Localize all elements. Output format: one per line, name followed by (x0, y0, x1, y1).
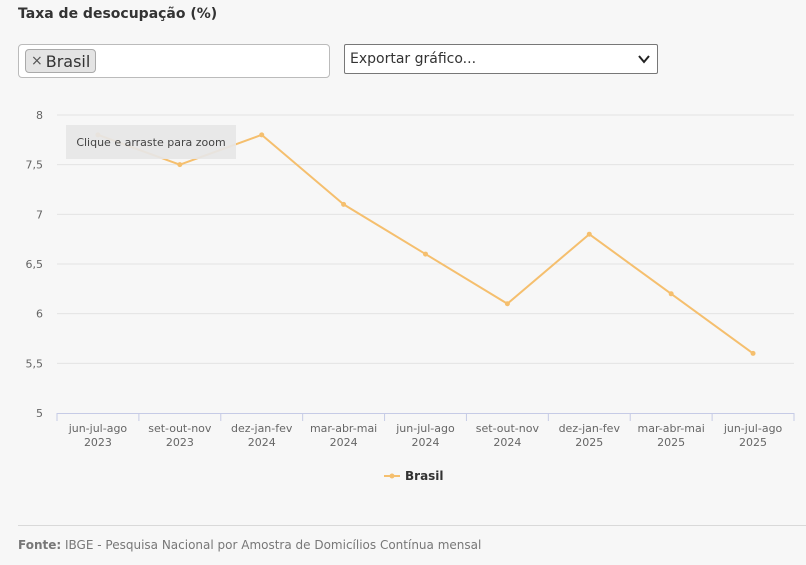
series-filter-input[interactable]: × Brasil (18, 44, 330, 78)
chevron-down-icon (638, 55, 650, 64)
y-tick-label: 6 (36, 308, 43, 321)
y-tick-label: 8 (36, 109, 43, 122)
x-tick-label: mar-abr-mai 2024 (310, 422, 377, 449)
y-tick-label: 5 (36, 407, 43, 420)
source-text: IBGE - Pesquisa Nacional por Amostra de … (65, 538, 482, 552)
legend-label: Brasil (405, 469, 444, 483)
data-point (668, 291, 674, 297)
export-select-value: Exportar gráfico... (350, 51, 477, 67)
data-point (259, 132, 265, 138)
export-chart-select[interactable]: Exportar gráfico... (344, 44, 658, 74)
zoom-hint: Clique e arraste para zoom (66, 125, 236, 159)
y-tick-label: 7 (36, 208, 43, 221)
source-note: Fonte: IBGE - Pesquisa Nacional por Amos… (18, 538, 481, 552)
line-chart[interactable]: 5 5,5 6 6,5 7 7,5 8 jun-jul-ago 2023 set-out-nov 2… (0, 0, 806, 500)
y-tick-label: 7,5 (26, 159, 44, 172)
x-tick-label: set-out-nov 2023 (148, 422, 212, 449)
data-point (341, 201, 347, 207)
data-point (504, 301, 510, 307)
x-tick-label: jun-jul-ago 2025 (723, 422, 783, 449)
series-tag-brasil[interactable]: × Brasil (25, 49, 97, 73)
chart-title: Taxa de desocupação (%) (18, 6, 218, 22)
data-point (423, 251, 428, 257)
y-tick-label: 6,5 (26, 258, 44, 271)
legend-marker (389, 473, 395, 479)
data-point (586, 231, 592, 237)
footer-divider (18, 525, 806, 526)
x-tick-label: dez-jan-fev 2025 (559, 422, 621, 449)
source-label: Fonte: (18, 538, 62, 552)
x-tick-label: mar-abr-mai 2025 (638, 422, 705, 449)
x-tick-label: set-out-nov 2024 (476, 422, 540, 449)
data-point (750, 350, 756, 356)
x-tick-label: jun-jul-ago 2023 (68, 422, 128, 449)
data-point (177, 162, 183, 168)
remove-tag-icon[interactable]: × (31, 53, 43, 69)
series-tag-label: Brasil (45, 51, 91, 71)
x-tick-label: jun-jul-ago 2024 (395, 422, 455, 449)
x-tick-label: dez-jan-fev 2024 (231, 422, 293, 449)
y-tick-label: 5,5 (26, 357, 44, 370)
series-line-brasil (97, 133, 754, 355)
